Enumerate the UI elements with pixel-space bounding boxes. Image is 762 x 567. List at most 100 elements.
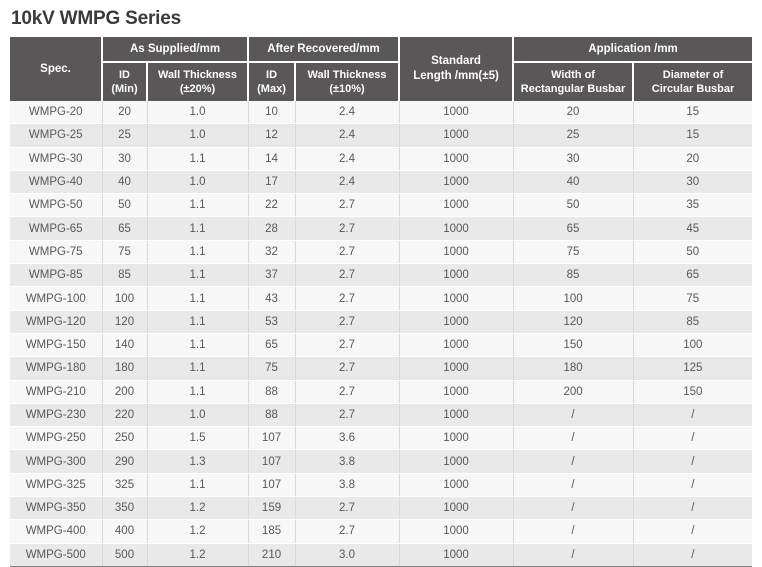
cell-dia_circ_busbar: / — [632, 543, 753, 567]
cell-spec: WMPG-100 — [10, 286, 102, 311]
cell-dia_circ_busbar: 15 — [632, 123, 753, 148]
cell-wall_thickness_20: 1.1 — [146, 216, 249, 241]
cell-width_rect_busbar: / — [512, 496, 634, 521]
cell-dia_circ_busbar: / — [632, 403, 753, 428]
cell-wall_thickness_10: 2.7 — [294, 193, 400, 218]
table-row: WMPG-300 290 1.3 107 3.8 1000// — [10, 449, 753, 474]
cell-dia_circ_busbar: 100 — [632, 333, 753, 358]
cell-wall_thickness_10: 2.7 — [294, 263, 400, 288]
header-width-rect-busbar: Width of Rectangular Busbar — [513, 62, 635, 101]
cell-standard_length: 1000 — [398, 240, 514, 265]
cell-standard_length: 1000 — [398, 426, 514, 451]
cell-wall_thickness_20: 1.2 — [146, 519, 249, 544]
cell-id_max: 14 — [247, 147, 296, 171]
cell-wall_thickness_20: 1.1 — [146, 240, 249, 265]
header-id-min: ID (Min) — [102, 62, 148, 101]
cell-id_max: 107 — [247, 426, 296, 451]
header-group-application: Application /mm — [513, 37, 753, 63]
cell-id_max: 28 — [247, 216, 296, 241]
cell-spec: WMPG-230 — [10, 403, 102, 428]
cell-standard_length: 1000 — [398, 403, 514, 428]
cell-dia_circ_busbar: 150 — [632, 380, 753, 404]
cell-wall_thickness_10: 2.7 — [294, 380, 400, 404]
cell-standard_length: 1000 — [398, 519, 514, 544]
cell-wall_thickness_10: 2.7 — [294, 216, 400, 241]
table-row: WMPG-85 85 1.1 37 2.7 1000 85 65 — [10, 263, 753, 288]
header-id-max: ID (Max) — [248, 62, 297, 101]
table-row: WMPG-500 500 1.2 210 3.0 1000// — [10, 543, 753, 567]
cell-dia_circ_busbar: / — [632, 473, 753, 498]
cell-wall_thickness_10: 3.6 — [294, 426, 400, 451]
cell-wall_thickness_10: 2.7 — [294, 310, 400, 334]
cell-id_min: 20 — [101, 101, 147, 125]
cell-width_rect_busbar: 180 — [512, 356, 634, 381]
cell-dia_circ_busbar: / — [632, 496, 753, 521]
header-standard-length: Standard Length /mm(±5) — [399, 37, 515, 101]
cell-width_rect_busbar: 85 — [512, 263, 634, 288]
cell-spec: WMPG-400 — [10, 519, 102, 544]
cell-width_rect_busbar: 30 — [512, 147, 634, 171]
cell-id_min: 500 — [101, 543, 147, 567]
cell-dia_circ_busbar: 35 — [632, 193, 753, 218]
table-row: WMPG-100 100 1.1 43 2.7 1000 100 75 — [10, 286, 753, 311]
cell-id_min: 140 — [101, 333, 147, 358]
cell-id_max: 65 — [247, 333, 296, 358]
cell-dia_circ_busbar: 20 — [632, 147, 753, 171]
cell-width_rect_busbar: 200 — [512, 380, 634, 404]
cell-wall_thickness_10: 2.7 — [294, 286, 400, 311]
header-dia-circ-busbar: Diameter of Circular Busbar — [633, 62, 753, 101]
table-row: WMPG-40 40 1.0 17 2.4 1000 40 30 — [10, 170, 753, 195]
cell-standard_length: 1000 — [398, 216, 514, 241]
cell-id_max: 37 — [247, 263, 296, 288]
cell-wall_thickness_10: 2.7 — [294, 403, 400, 428]
cell-dia_circ_busbar: 30 — [632, 170, 753, 195]
cell-id_max: 32 — [247, 240, 296, 265]
cell-spec: WMPG-300 — [10, 449, 102, 474]
cell-dia_circ_busbar: / — [632, 449, 753, 474]
cell-id_min: 250 — [101, 426, 147, 451]
cell-wall_thickness_20: 1.1 — [146, 310, 249, 334]
cell-dia_circ_busbar: 45 — [632, 216, 753, 241]
cell-id_max: 107 — [247, 473, 296, 498]
cell-id_max: 17 — [247, 170, 296, 195]
cell-id_max: 159 — [247, 496, 296, 521]
cell-width_rect_busbar: 75 — [512, 240, 634, 265]
cell-id_max: 10 — [247, 101, 296, 125]
cell-wall_thickness_10: 2.7 — [294, 240, 400, 265]
cell-wall_thickness_20: 1.0 — [146, 101, 249, 125]
cell-standard_length: 1000 — [398, 123, 514, 148]
cell-standard_length: 1000 — [398, 286, 514, 311]
cell-id_min: 400 — [101, 519, 147, 544]
cell-spec: WMPG-350 — [10, 496, 102, 521]
cell-standard_length: 1000 — [398, 496, 514, 521]
table-row: WMPG-250 250 1.5 107 3.6 1000// — [10, 426, 753, 451]
cell-id_min: 350 — [101, 496, 147, 521]
cell-dia_circ_busbar: 65 — [632, 263, 753, 288]
cell-standard_length: 1000 — [398, 147, 514, 171]
cell-id_min: 100 — [101, 286, 147, 311]
cell-id_max: 107 — [247, 449, 296, 474]
cell-id_min: 50 — [101, 193, 147, 218]
cell-width_rect_busbar: / — [512, 426, 634, 451]
cell-standard_length: 1000 — [398, 356, 514, 381]
cell-standard_length: 1000 — [398, 263, 514, 288]
cell-wall_thickness_20: 1.1 — [146, 473, 249, 498]
cell-spec: WMPG-25 — [10, 123, 102, 148]
cell-width_rect_busbar: 40 — [512, 170, 634, 195]
table-row: WMPG-210 200 1.1 88 2.7 1000 200 150 — [10, 380, 753, 404]
cell-width_rect_busbar: 120 — [512, 310, 634, 334]
cell-id_max: 210 — [247, 543, 296, 567]
cell-id_max: 185 — [247, 519, 296, 544]
cell-width_rect_busbar: / — [512, 449, 634, 474]
cell-spec: WMPG-30 — [10, 147, 102, 171]
cell-id_min: 290 — [101, 449, 147, 474]
cell-spec: WMPG-50 — [10, 193, 102, 218]
cell-standard_length: 1000 — [398, 101, 514, 125]
cell-standard_length: 1000 — [398, 543, 514, 567]
cell-width_rect_busbar: 25 — [512, 123, 634, 148]
cell-width_rect_busbar: / — [512, 519, 634, 544]
cell-id_min: 325 — [101, 473, 147, 498]
header-wall-thickness-20: Wall Thickness (±20%) — [147, 62, 250, 101]
cell-id_max: 88 — [247, 380, 296, 404]
